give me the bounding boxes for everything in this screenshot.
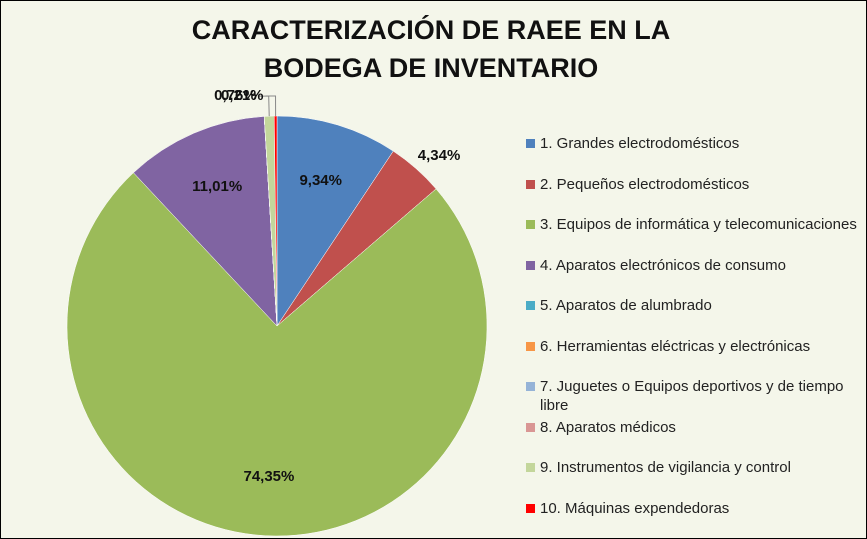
pie-slice	[66, 172, 488, 537]
legend-label: 3. Equipos de informática y telecomunica…	[540, 216, 857, 233]
legend-item: 1. Grandes electrodomésticos	[526, 134, 864, 153]
legend-item: 9. Instrumentos de vigilancia y control	[526, 458, 864, 477]
legend-swatch	[526, 463, 535, 472]
legend-item: 7. Juguetes o Equipos deportivos y de ti…	[526, 377, 864, 415]
data-label: 11,01%	[192, 178, 242, 195]
data-label: 9,34%	[299, 172, 342, 189]
legend-swatch	[526, 503, 535, 513]
chart-title: CARACTERIZACIÓN DE RAEE EN LA BODEGA DE …	[191, 15, 671, 83]
leader-line	[265, 95, 277, 117]
legend-swatch	[526, 260, 535, 270]
pie-slice	[276, 115, 394, 327]
legend-item: 5. Aparatos de alumbrado	[526, 296, 864, 315]
legend-item: 10. Máquinas expendedoras	[526, 499, 864, 518]
data-label: 0,21%	[221, 87, 264, 104]
legend-label: 4. Aparatos electrónicos de consumo	[540, 256, 786, 274]
data-label: 4,34%	[418, 147, 461, 164]
legend-label: 9. Instrumentos de vigilancia y control	[540, 459, 791, 476]
data-label: 74,35%	[243, 468, 294, 485]
legend-item: 4. Aparatos electrónicos de consumo	[526, 256, 864, 275]
legend-swatch	[526, 139, 535, 148]
legend-item: 8. Aparatos médicos	[526, 418, 864, 437]
legend-swatch	[526, 179, 535, 189]
legend-item: 6. Herramientas eléctricas y electrónica…	[526, 337, 864, 356]
legend-swatch	[526, 220, 535, 229]
data-label: 0,76%	[214, 87, 257, 104]
legend-label: 1. Grandes electrodomésticos	[540, 135, 740, 152]
legend-label: 2. Pequeños electrodomésticos	[540, 175, 750, 193]
legend-swatch	[526, 341, 535, 351]
legend-swatch	[526, 422, 535, 432]
pie-slice	[133, 116, 278, 327]
legend-swatch	[526, 301, 535, 310]
legend-item: 3. Equipos de informática y telecomunica…	[526, 215, 864, 234]
legend-item: 2. Pequeños electrodomésticos	[526, 175, 864, 194]
legend-label: 8. Aparatos médicos	[540, 418, 676, 436]
legend-label: 5. Aparatos de alumbrado	[540, 297, 712, 314]
legend-label: 10. Máquinas expendedoras	[540, 499, 730, 517]
legend-swatch	[526, 382, 535, 391]
legend-label: 7. Juguetes o Equipos deportivos y de ti…	[540, 378, 844, 414]
legend-label: 6. Herramientas eléctricas y electrónica…	[540, 337, 811, 355]
